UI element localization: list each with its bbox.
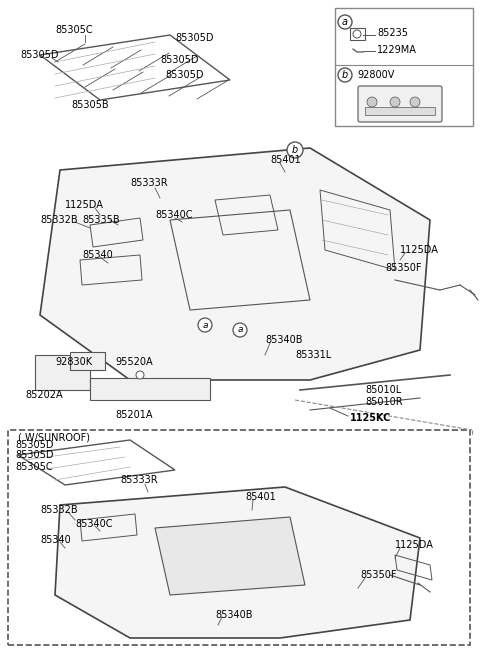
Text: 85305C: 85305C [55, 25, 93, 35]
Text: b: b [342, 70, 348, 80]
Text: a: a [237, 326, 243, 335]
Text: 85305D: 85305D [15, 450, 53, 460]
Circle shape [233, 323, 247, 337]
Bar [90, 378, 210, 400]
Polygon shape [155, 517, 305, 595]
Polygon shape [40, 148, 430, 380]
Text: 85332B: 85332B [40, 505, 78, 515]
Text: 85401: 85401 [245, 492, 276, 502]
Text: 85305B: 85305B [71, 100, 109, 110]
Text: 85305D: 85305D [165, 70, 204, 80]
Text: 85305D: 85305D [175, 33, 214, 43]
Text: 85340C: 85340C [75, 519, 112, 529]
Circle shape [287, 142, 303, 158]
Polygon shape [55, 487, 420, 638]
Text: 85331L: 85331L [295, 350, 331, 360]
Text: 85340B: 85340B [215, 610, 252, 620]
Circle shape [136, 371, 144, 379]
Text: a: a [202, 320, 208, 329]
Text: 85350F: 85350F [360, 570, 396, 580]
Text: 95520A: 95520A [115, 357, 153, 367]
Text: 85305D: 85305D [15, 440, 53, 450]
Circle shape [353, 30, 361, 38]
Text: b: b [292, 145, 298, 155]
Text: 85201A: 85201A [115, 410, 153, 420]
Text: 85335B: 85335B [82, 215, 120, 225]
Text: 85010L: 85010L [365, 385, 401, 395]
Text: 1125DA: 1125DA [65, 200, 104, 210]
Text: ( W/SUNROOF): ( W/SUNROOF) [18, 433, 90, 443]
Text: 85332B: 85332B [40, 215, 78, 225]
Bar [365, 107, 435, 115]
Circle shape [367, 97, 377, 107]
Circle shape [338, 15, 352, 29]
Text: 92830K: 92830K [55, 357, 92, 367]
Text: 85340: 85340 [82, 250, 113, 260]
Text: 85333R: 85333R [120, 475, 157, 485]
Text: 85010R: 85010R [365, 397, 403, 407]
Text: 85350F: 85350F [385, 263, 421, 273]
FancyBboxPatch shape [358, 86, 442, 122]
Bar [70, 352, 105, 370]
Text: 85305C: 85305C [15, 462, 53, 472]
Text: 1125KC: 1125KC [350, 413, 391, 423]
Text: 85235: 85235 [377, 28, 408, 38]
Text: a: a [342, 17, 348, 27]
Text: 1229MA: 1229MA [377, 45, 417, 55]
Circle shape [198, 318, 212, 332]
Text: 85202A: 85202A [25, 390, 62, 400]
Text: 1125DA: 1125DA [395, 540, 434, 550]
Text: 92800V: 92800V [357, 70, 395, 80]
Text: 85333R: 85333R [130, 178, 168, 188]
Text: 85305D: 85305D [20, 50, 59, 60]
Text: 85340B: 85340B [265, 335, 302, 345]
Bar [35, 355, 90, 390]
Circle shape [410, 97, 420, 107]
Text: 85401: 85401 [270, 155, 301, 165]
Text: 1125DA: 1125DA [400, 245, 439, 255]
Circle shape [338, 68, 352, 82]
Circle shape [390, 97, 400, 107]
Text: 85305D: 85305D [160, 55, 199, 65]
Text: 85340: 85340 [40, 535, 71, 545]
FancyBboxPatch shape [8, 430, 470, 645]
Text: 85340C: 85340C [155, 210, 192, 220]
FancyBboxPatch shape [335, 8, 473, 126]
